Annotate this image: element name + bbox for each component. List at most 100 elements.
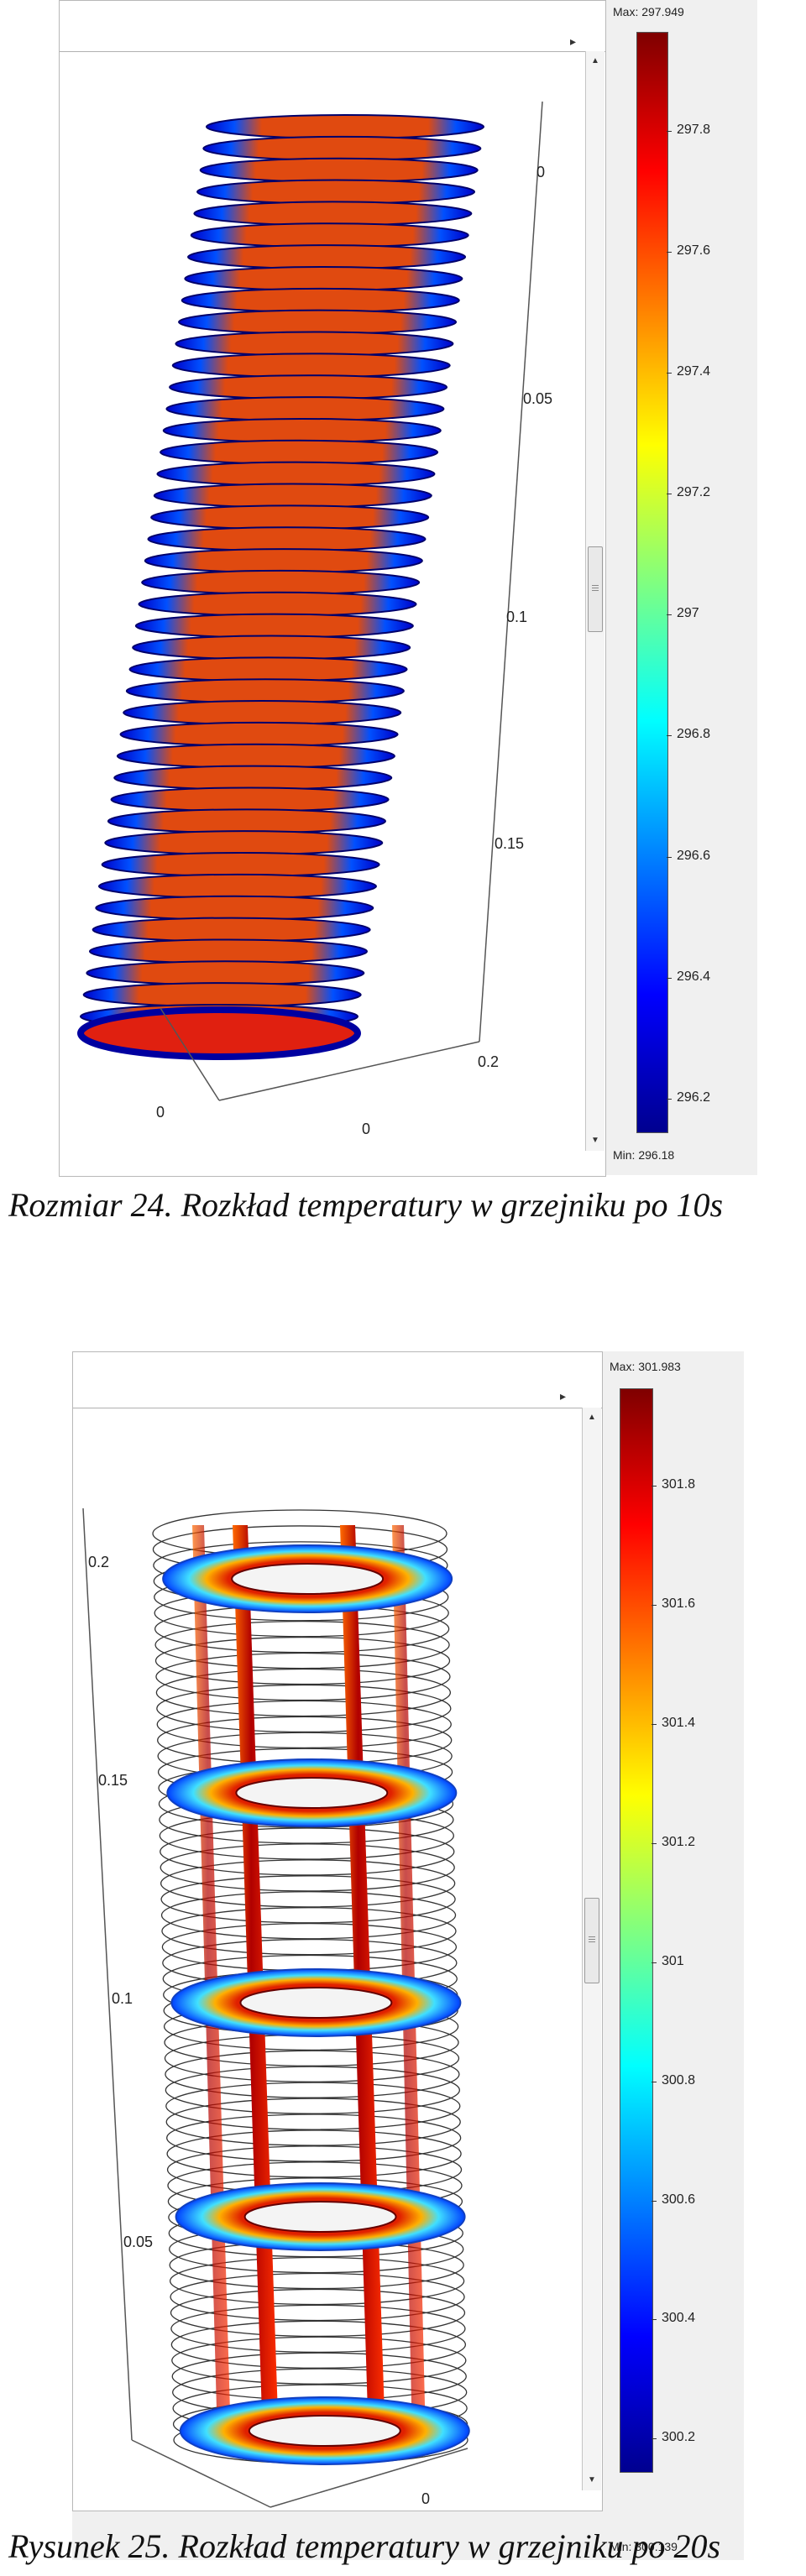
- colorbar-tick: [652, 1486, 657, 1487]
- wire-ring: [155, 1668, 452, 1717]
- scrollbar-thumb[interactable]: [588, 546, 603, 632]
- fin: [113, 765, 393, 791]
- axis-labels: 0.2 0.15 0.1 0.05 0 0: [88, 1554, 430, 2507]
- colorbar-tick-label: 301.6: [662, 1596, 696, 1611]
- axis-label: 0.05: [123, 2234, 153, 2250]
- axis-label: 0: [421, 2490, 430, 2507]
- axis-label: 0.1: [506, 609, 527, 625]
- fin: [196, 179, 476, 205]
- wire-ring: [165, 2050, 460, 2098]
- fin: [144, 548, 423, 574]
- colorbar-tick: [667, 856, 672, 858]
- fin: [202, 135, 482, 161]
- fin: [107, 808, 386, 834]
- fin: [134, 613, 414, 639]
- colorbar-tick-label: 300.4: [662, 2311, 696, 2326]
- axis-label: 0.2: [478, 1053, 499, 1070]
- colorbar-tick: [652, 2319, 657, 2321]
- fin: [128, 656, 408, 682]
- scroll-down-arrow-icon[interactable]: ▼: [591, 1136, 599, 1145]
- disk-hole: [231, 1563, 385, 1595]
- colorbar-tick-label: 300.8: [662, 2072, 696, 2087]
- colorbar-tick-label: 296.2: [677, 1089, 711, 1105]
- fin: [86, 960, 365, 986]
- wire-ring: [156, 1684, 452, 1733]
- disk-hole: [235, 1777, 389, 1809]
- colorbar-tick-label: 296.4: [677, 969, 711, 984]
- axis-lines: [82, 1507, 468, 2508]
- fin: [147, 526, 427, 552]
- fin: [184, 265, 463, 291]
- wire-ring: [160, 1891, 457, 1940]
- fin: [162, 417, 442, 443]
- fin: [190, 222, 469, 248]
- fin: [110, 786, 390, 813]
- wire-ring: [161, 1907, 457, 1956]
- wire-ring: [166, 2129, 462, 2178]
- colorbar: Max: 297.949 297.8 297.6 297.4 297.2 297 296.…: [613, 0, 757, 1175]
- wire-ring: [170, 2304, 466, 2354]
- fin: [175, 331, 454, 357]
- colorbar-tick: [652, 2200, 657, 2202]
- disk-hole: [248, 2415, 401, 2447]
- scroll-down-arrow-icon[interactable]: ▼: [588, 2475, 596, 2485]
- colorbar-tick: [652, 2438, 657, 2440]
- wire-ring: [169, 2256, 465, 2306]
- wire-ring: [165, 2082, 461, 2130]
- fin: [150, 504, 430, 530]
- fin: [119, 721, 399, 747]
- fin: [82, 982, 362, 1008]
- wire-ring: [170, 2320, 467, 2369]
- colorbar-tick-label: 301.2: [662, 1834, 696, 1849]
- axis-label: 0: [536, 164, 545, 180]
- fin: [153, 483, 432, 509]
- colorbar-tick: [667, 977, 672, 979]
- colorbar-tick-label: 301: [662, 1953, 684, 1968]
- scrollbar-thumb[interactable]: [584, 1898, 599, 1983]
- fin: [92, 917, 371, 943]
- colorbar-gradient: [636, 32, 668, 1133]
- colorbar-min-label: Min: 296.18: [613, 1148, 675, 1162]
- fin: [171, 353, 451, 379]
- viewport-toolbar: ▸: [60, 1, 605, 52]
- fin: [116, 743, 395, 769]
- figure-2: ▸: [72, 1351, 744, 2560]
- fin-base: [77, 1006, 361, 1060]
- scroll-right-arrow-icon[interactable]: ▸: [560, 1389, 567, 1403]
- fin: [181, 287, 460, 313]
- colorbar-tick-label: 300.2: [662, 2430, 696, 2445]
- heat-distributor-disks: [162, 1544, 470, 2465]
- fin: [95, 895, 374, 921]
- model-viewport[interactable]: ▸ 0 0.05 0.1: [59, 0, 606, 1177]
- wire-ring: [154, 1620, 450, 1669]
- vertical-scrollbar[interactable]: ▲ ▼: [582, 1408, 601, 2490]
- fin: [104, 830, 384, 856]
- scroll-up-arrow-icon[interactable]: ▲: [588, 1413, 596, 1422]
- figure-1: ▸ 0 0.05 0.1: [59, 0, 757, 1177]
- colorbar: Max: 301.983 301.8 301.6 301.4 301.2 301 300.…: [610, 1351, 744, 2560]
- colorbar-gradient: [620, 1388, 653, 2473]
- fin: [125, 678, 405, 704]
- fin: [165, 396, 445, 422]
- colorbar-tick-label: 297.4: [677, 364, 711, 379]
- colorbar-min-label: Min: 300.139: [610, 2540, 678, 2553]
- scroll-right-arrow-icon[interactable]: ▸: [570, 34, 577, 48]
- colorbar-tick: [652, 1842, 657, 1844]
- fin: [97, 873, 377, 899]
- fin: [138, 591, 417, 617]
- model-viewport[interactable]: ▸: [72, 1351, 603, 2511]
- scroll-up-arrow-icon[interactable]: ▲: [591, 56, 599, 65]
- axis-label: 0: [362, 1121, 370, 1137]
- colorbar-tick: [667, 735, 672, 737]
- fin: [123, 700, 402, 726]
- vertical-scrollbar[interactable]: ▲ ▼: [585, 51, 604, 1151]
- colorbar-tick-label: 296.8: [677, 727, 711, 742]
- colorbar-tick-label: 301.8: [662, 1477, 696, 1492]
- axis-labels: 0 0.05 0.1 0.15 0.2 0 0: [156, 164, 552, 1137]
- colorbar-max-label: Max: 297.949: [613, 5, 684, 18]
- wire-ring: [165, 2066, 461, 2114]
- wire-ring: [171, 2336, 467, 2385]
- wire-ring: [154, 1636, 451, 1685]
- figure-caption: Rozmiar 24. Rozkład temperatury w grzejn…: [8, 1186, 724, 1224]
- colorbar-tick: [667, 614, 672, 616]
